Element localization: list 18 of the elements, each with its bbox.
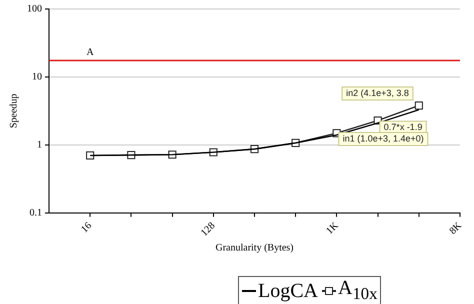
x-axis-title: Granularity (Bytes) (215, 242, 294, 254)
legend-label: A$_{10x}$ (338, 277, 378, 304)
x-tick-label: 16 (79, 220, 94, 236)
x-tick-label: 8K (448, 220, 465, 237)
legend-label: LogCA (258, 280, 318, 302)
y-tick-label: 1 (37, 140, 42, 151)
point (414, 101, 423, 110)
y-tick-label: 0.1 (30, 208, 42, 219)
x-tick-label: 1K (324, 220, 342, 237)
y-tick-label: 100 (27, 4, 42, 15)
x-tick-label: 128 (198, 220, 218, 239)
annotation: in1 (1.0e+3, 1.4e+0) (342, 133, 424, 144)
point (86, 151, 94, 160)
annotation: in2 (4.1e+3, 3.8 (346, 88, 409, 98)
y-tick-label: 10 (32, 72, 42, 83)
y-axis-title: Speedup (8, 94, 20, 128)
annotation: 0.7*x -1.9 (384, 122, 422, 132)
ref-line-label: A (86, 47, 94, 58)
